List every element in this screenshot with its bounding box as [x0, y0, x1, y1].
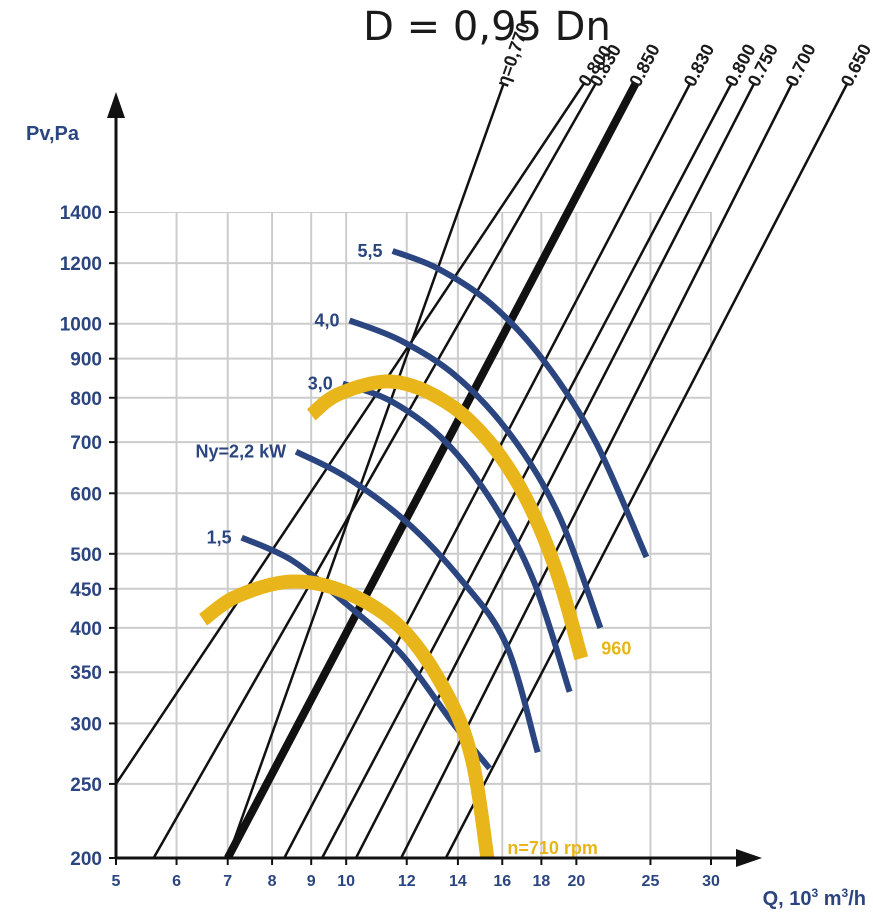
x-axis-label: Q, 103 m3/h: [763, 886, 866, 910]
curve-power-2: [341, 380, 573, 693]
x-axis-arrow: [736, 849, 762, 867]
y-tick-label-3: 350: [70, 663, 102, 684]
x-tick-label-11: 25: [642, 873, 660, 890]
efficiency-label-3: 0.850: [625, 41, 664, 90]
efficiency-line-1: [116, 83, 585, 787]
y-tick-label-1: 250: [70, 775, 102, 796]
curve-speed-6: [198, 574, 495, 858]
x-tick-label-12: 30: [702, 873, 720, 890]
curve-power-1: [294, 449, 541, 754]
y-tick-label-5: 450: [70, 580, 102, 601]
speed-curves: [198, 374, 589, 858]
efficiency-label-4: 0.830: [680, 41, 719, 90]
series-label-3: 4,0: [314, 310, 339, 330]
y-tick-label-9: 800: [70, 389, 102, 410]
y-axis-arrow: [107, 92, 125, 118]
x-tick-label-10: 20: [567, 873, 585, 890]
efficiency-line-6: [354, 83, 756, 858]
series-label-0: 1,5: [207, 528, 232, 548]
x-tick-label-7: 14: [449, 873, 467, 890]
series-label-6: n=710 rpm: [507, 838, 598, 858]
x-tick-labels: 5 6 7 8 9 10 12 14 16 18 20 25 30: [112, 858, 720, 890]
x-tick-label-8: 16: [493, 873, 511, 890]
efficiency-label-7: 0.700: [782, 41, 820, 90]
curve-power-4: [391, 248, 650, 559]
curve-speed-5: [306, 374, 589, 661]
efficiency-line-0: [226, 83, 505, 858]
y-tick-label-8: 700: [70, 433, 102, 454]
y-tick-label-11: 1000: [60, 315, 102, 336]
efficiency-line-5: [320, 83, 733, 858]
efficiency-line-3: [224, 82, 639, 858]
y-tick-label-2: 300: [70, 714, 102, 735]
y-tick-label-13: 1400: [60, 203, 102, 224]
power-curves: [240, 248, 650, 771]
efficiency-line-8: [444, 83, 849, 858]
series-label-2: 3,0: [308, 374, 333, 394]
grid: [116, 212, 712, 858]
x-tick-label-1: 6: [172, 873, 181, 890]
y-tick-label-12: 1200: [60, 254, 102, 275]
series-label-4: 5,5: [358, 241, 383, 261]
x-tick-label-3: 8: [268, 873, 277, 890]
efficiency-line-4: [283, 83, 691, 858]
axes: [107, 92, 762, 867]
x-tick-label-0: 5: [112, 873, 121, 890]
y-axis-label: Pv,Pa: [26, 123, 80, 145]
y-tick-label-10: 900: [70, 350, 102, 371]
efficiency-line-7: [400, 83, 793, 858]
y-tick-label-6: 500: [70, 545, 102, 566]
y-tick-labels: 200 250 300 350 400 450 500 600 700 800 900 1000 120…: [60, 203, 116, 870]
x-tick-label-5: 10: [337, 873, 355, 890]
series-labels: 1,5 Ny=2,2 kW 3,0 4,0 5,5 960 n=710 rpm: [196, 241, 632, 858]
x-tick-label-2: 7: [223, 873, 232, 890]
y-tick-label-7: 600: [70, 484, 102, 505]
efficiency-label-8: 0.650: [837, 41, 873, 90]
y-tick-label-4: 400: [70, 619, 102, 640]
x-tick-label-6: 12: [398, 873, 416, 890]
x-tick-label-4: 9: [307, 873, 316, 890]
curve-power-3: [348, 317, 604, 629]
curve-power-0: [240, 534, 492, 771]
efficiency-line-2: [152, 83, 597, 858]
y-tick-label-0: 200: [70, 849, 102, 870]
series-label-5: 960: [601, 638, 631, 658]
series-label-1: Ny=2,2 kW: [196, 442, 287, 462]
chart-title: D = 0,95 Dn: [363, 4, 611, 50]
x-tick-label-9: 18: [532, 873, 550, 890]
efficiency-lines: [116, 82, 849, 858]
